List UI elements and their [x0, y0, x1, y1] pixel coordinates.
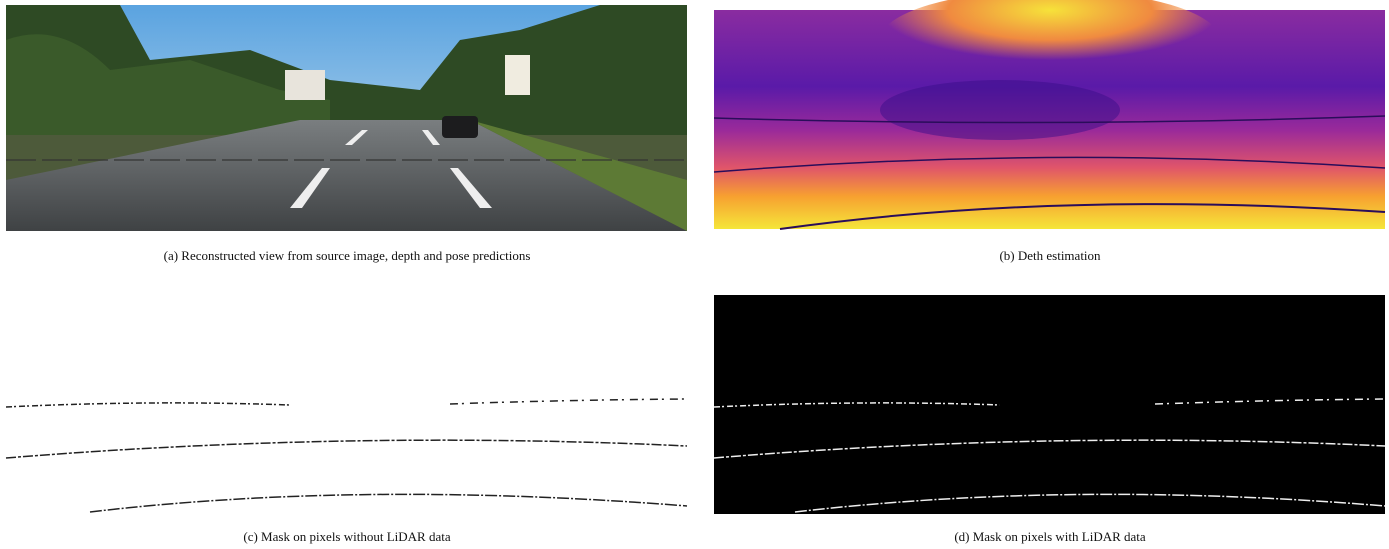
- trees: [6, 34, 330, 135]
- caption: (d) Mask on pixels with LiDAR data: [954, 529, 1146, 544]
- artifact-line: [779, 203, 1386, 230]
- mask-line: [713, 439, 1386, 459]
- mask-line: [5, 439, 688, 459]
- panel-c: (c) Mask on pixels without LiDAR data: [5, 398, 688, 544]
- panel-b: (b) Deth estimation: [713, 0, 1386, 263]
- artifact-line: [713, 115, 1386, 124]
- sky-depth: [880, 0, 1220, 90]
- far-region: [880, 80, 1120, 140]
- caption: (a) Reconstructed view from source image…: [164, 248, 531, 263]
- caption: (b) Deth estimation: [999, 248, 1101, 263]
- mask-line: [794, 493, 1386, 513]
- sign: [505, 55, 530, 95]
- artifact-line: [713, 156, 1386, 173]
- mask-line: [713, 402, 1001, 408]
- building: [285, 70, 325, 100]
- mask-line: [5, 402, 291, 408]
- caption: (c) Mask on pixels without LiDAR data: [243, 529, 450, 544]
- lane-mark: [290, 168, 330, 208]
- lane-mark: [345, 130, 368, 145]
- car: [442, 116, 478, 138]
- mask-line: [449, 398, 688, 405]
- panel-d: (d) Mask on pixels with LiDAR data: [713, 295, 1386, 544]
- lane-mark: [422, 130, 440, 145]
- mask-line: [1154, 398, 1386, 405]
- mask-line: [89, 493, 688, 513]
- mask-background: [714, 295, 1385, 514]
- road: [6, 120, 687, 231]
- grass: [470, 120, 687, 231]
- lane-mark: [450, 168, 492, 208]
- panel-a: (a) Reconstructed view from source image…: [6, 5, 687, 263]
